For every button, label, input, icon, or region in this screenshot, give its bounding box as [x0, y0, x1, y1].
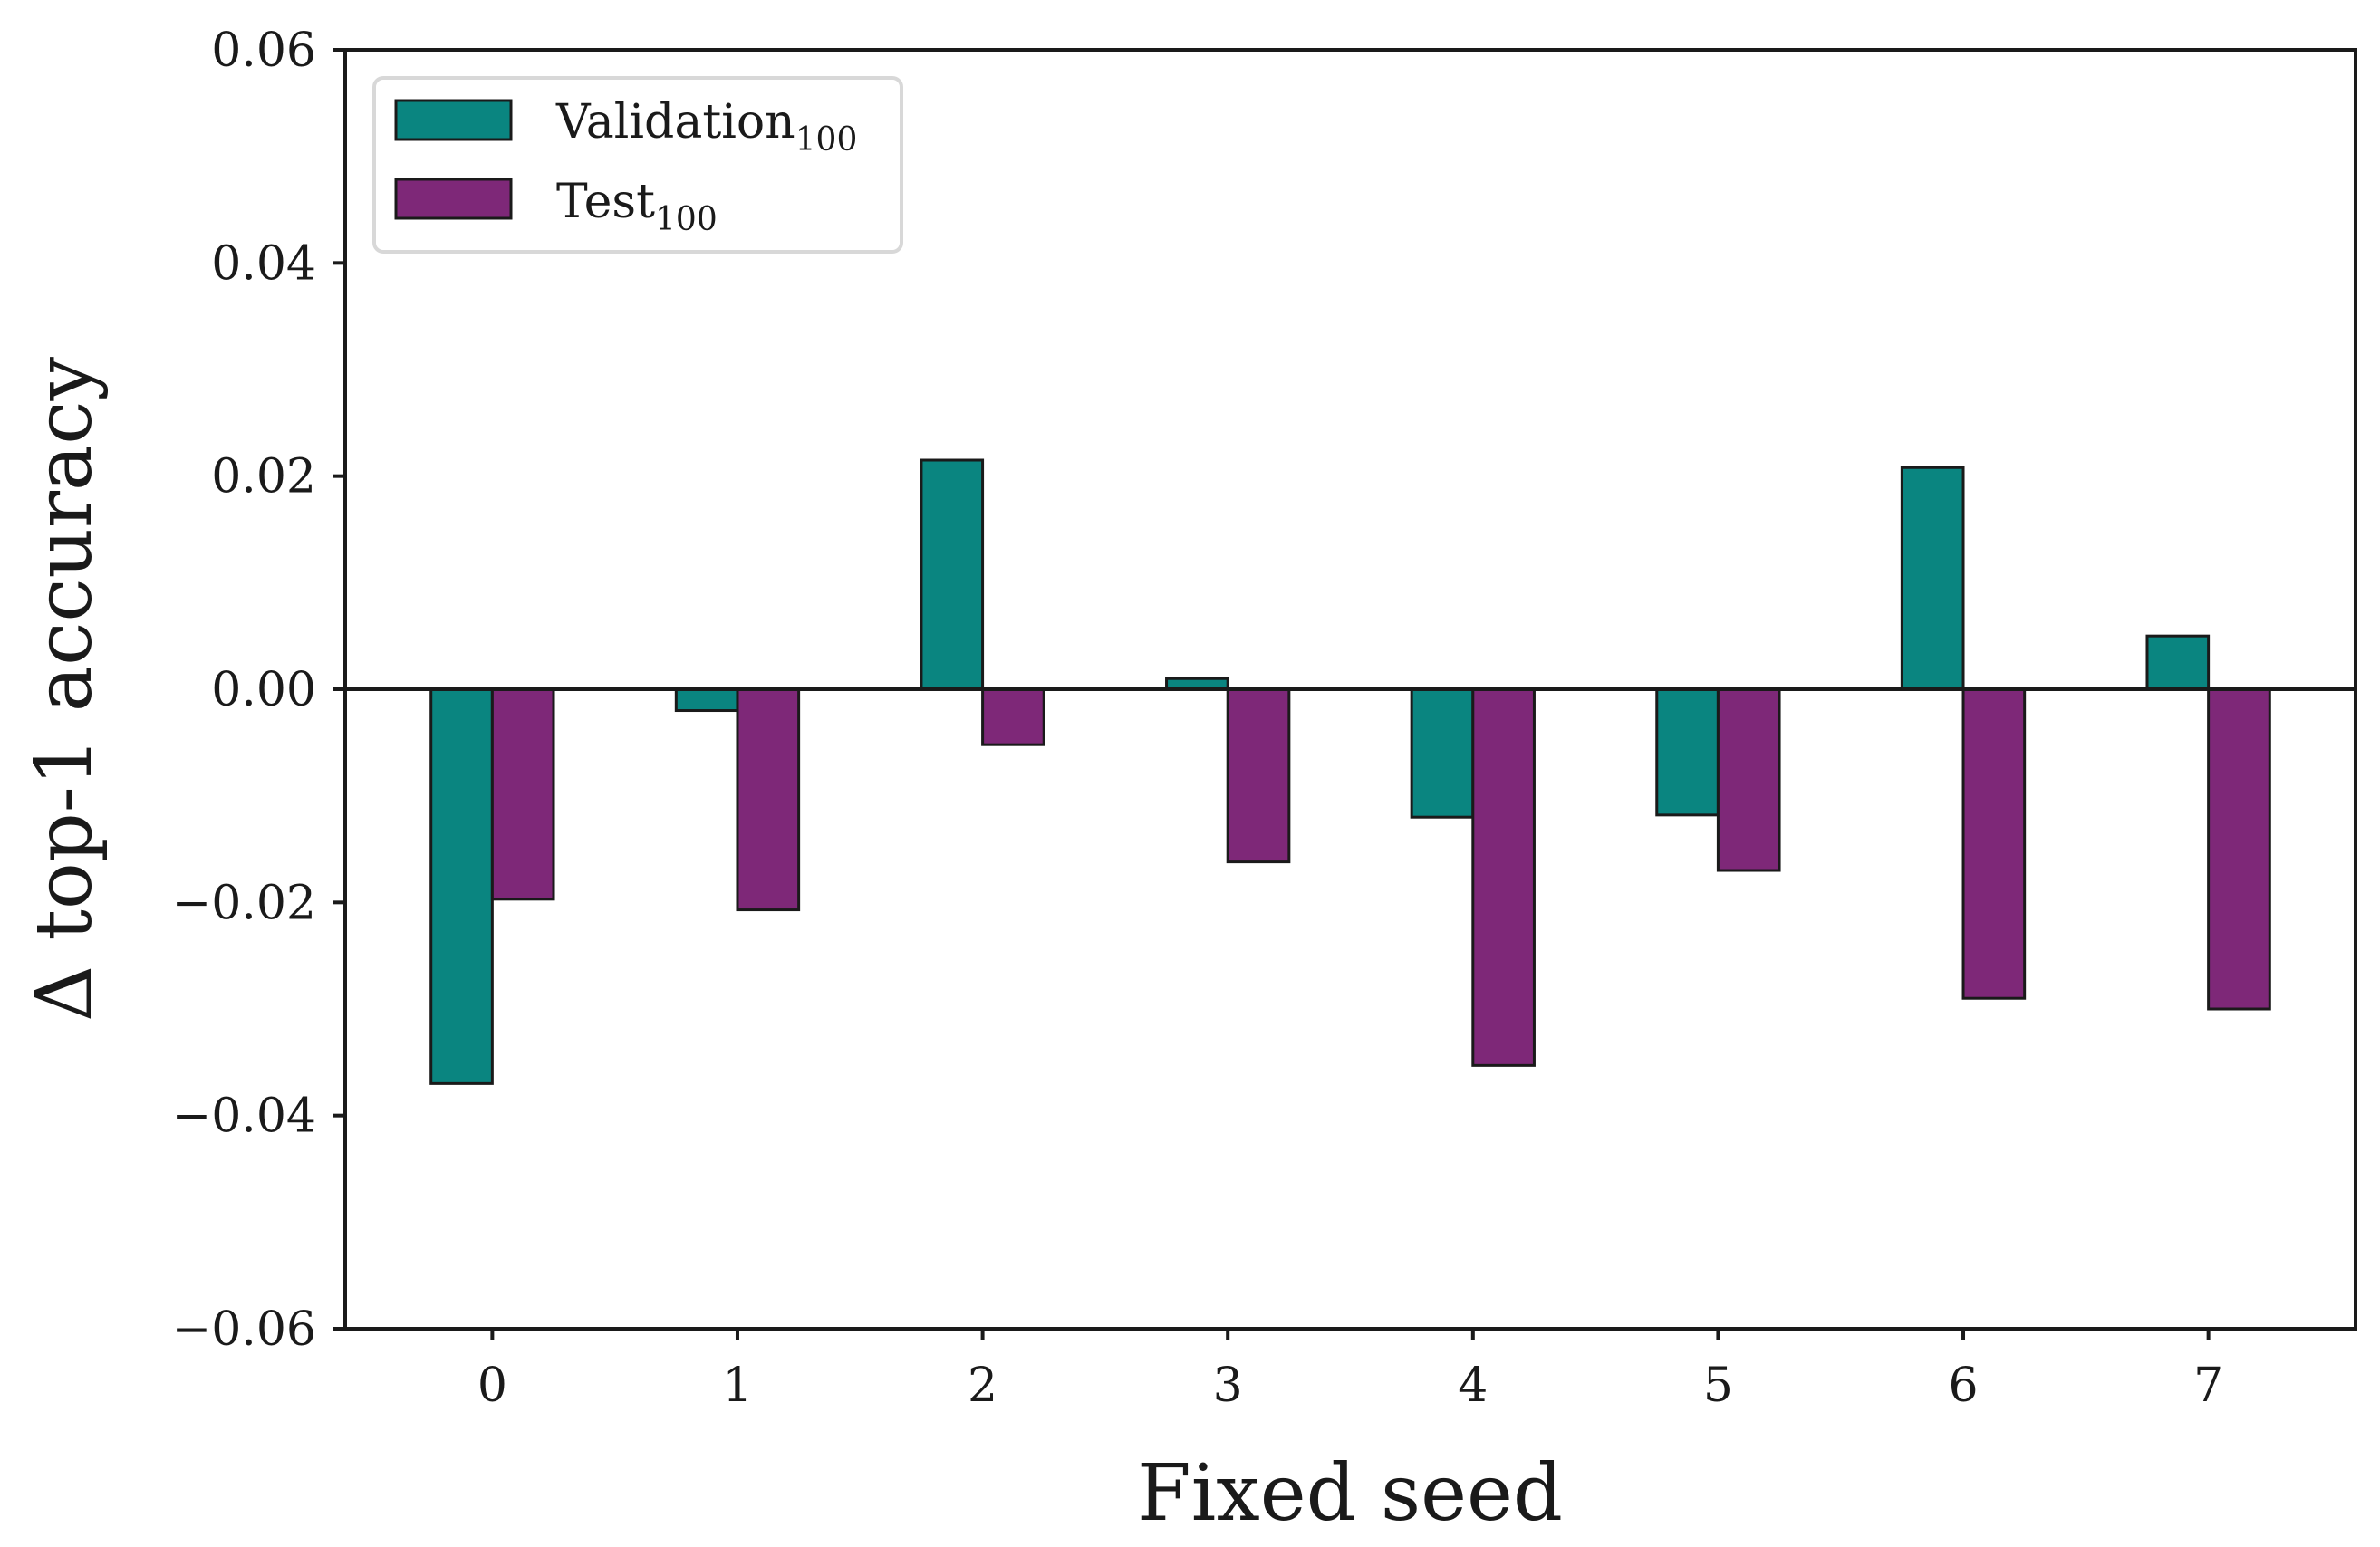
legend: Validation100 Test100: [372, 76, 903, 254]
bar-test-seed-5: [1716, 687, 1781, 872]
legend-label-test-main: Test: [556, 175, 655, 229]
x-axis-title: Fixed seed: [1137, 1448, 1563, 1539]
x-axis: 0 1 2 3 4 5 6 7: [477, 1329, 2223, 1413]
legend-label-test-sub: 100: [655, 201, 718, 238]
bar-test-seed-6: [1961, 687, 2027, 1000]
x-tick-label: 3: [1213, 1359, 1243, 1413]
legend-label-validation-main: Validation: [555, 95, 795, 149]
x-tick-label: 4: [1458, 1359, 1488, 1413]
x-tick-label: 2: [968, 1359, 997, 1413]
x-tick-label: 7: [2193, 1359, 2223, 1413]
y-tick-label: −0.04: [172, 1090, 316, 1144]
legend-swatch-test: [394, 178, 513, 220]
bar-validation-seed-1: [674, 687, 739, 713]
x-tick-label: 6: [1948, 1359, 1978, 1413]
bar-test-seed-0: [490, 687, 555, 901]
bar-validation-seed-5: [1655, 687, 1720, 817]
x-tick-label: 0: [477, 1359, 507, 1413]
y-tick-label: 0.06: [211, 24, 316, 78]
bar-validation-seed-0: [429, 687, 494, 1085]
legend-label-validation: Validation100: [555, 95, 857, 159]
y-tick-label: 0.04: [211, 236, 316, 291]
bar-test-seed-7: [2207, 687, 2271, 1011]
legend-swatch-validation: [394, 99, 513, 141]
x-tick-label: 5: [1703, 1359, 1733, 1413]
y-tick-label: −0.02: [172, 876, 316, 930]
bar-validation-seed-6: [1900, 466, 1965, 691]
y-axis: −0.06 −0.04 −0.02 0.00 0.02 0.04 0.06: [172, 24, 345, 1357]
bar-test-seed-3: [1226, 687, 1291, 864]
bar-validation-seed-4: [1410, 687, 1475, 819]
bar-validation-seed-7: [2145, 634, 2211, 691]
bar-test-seed-4: [1471, 687, 1536, 1067]
legend-label-test: Test100: [556, 175, 718, 238]
bar-validation-seed-2: [920, 458, 985, 691]
y-tick-label: −0.06: [172, 1302, 316, 1357]
legend-label-validation-sub: 100: [795, 121, 858, 159]
bars-layer: [429, 458, 2271, 1085]
bar-test-seed-1: [736, 687, 801, 912]
y-tick-label: 0.00: [211, 663, 316, 717]
y-tick-label: 0.02: [211, 450, 316, 504]
bar-test-seed-2: [981, 687, 1045, 746]
y-axis-title: Δ top-1 accuracy: [19, 357, 110, 1022]
x-tick-label: 1: [722, 1359, 752, 1413]
